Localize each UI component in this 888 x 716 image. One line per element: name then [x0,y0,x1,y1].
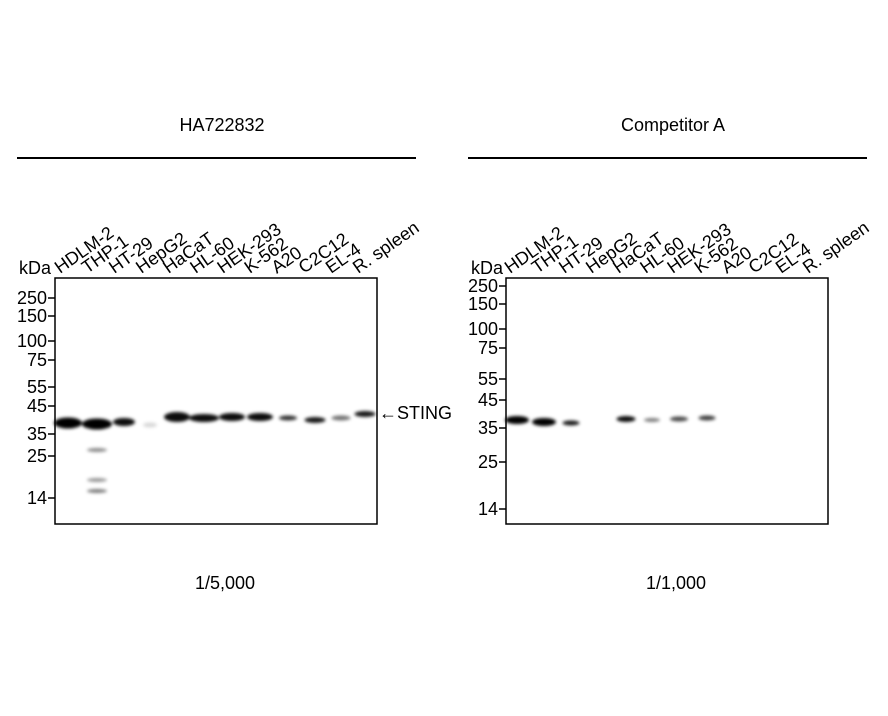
band [616,416,636,422]
band [644,418,660,422]
marker-label: 45 [27,396,47,416]
marker-label: 55 [27,377,47,397]
band [279,415,297,421]
marker-label: 45 [478,390,498,410]
marker-label: 250 [17,288,47,308]
band [82,418,112,430]
band [87,478,107,482]
marker-label: 25 [27,446,47,466]
bands [54,411,376,493]
band [113,418,135,426]
marker-label: 25 [478,452,498,472]
band [247,413,273,421]
band [143,422,157,428]
blot [505,277,829,525]
unit-label: kDa [471,258,504,278]
band [331,415,351,421]
dilution: 1/1,000 [646,573,706,593]
marker-label: 75 [27,350,47,370]
blot [54,277,378,525]
band [562,420,580,426]
panel-title: HA722832 [179,115,264,135]
marker-label: 35 [27,424,47,444]
band [87,489,107,493]
marker-label: 14 [478,499,498,519]
band [189,414,219,422]
band [505,416,529,424]
band [87,448,107,452]
band [219,413,245,421]
unit-label: kDa [19,258,52,278]
band [532,418,556,426]
band [54,417,82,429]
band [698,415,716,421]
marker-label: 75 [478,338,498,358]
dilution: 1/5,000 [195,573,255,593]
band [354,411,376,417]
marker-label: 250 [468,276,498,296]
marker-label: 55 [478,369,498,389]
bands [505,415,716,426]
marker-label: 150 [17,306,47,326]
marker-label: 100 [468,319,498,339]
marker-label: 14 [27,488,47,508]
target-label: ←STING [379,403,452,423]
band [670,416,688,422]
band [304,417,326,423]
marker-label: 35 [478,418,498,438]
marker-label: 100 [17,331,47,351]
panel-title: Competitor A [621,115,725,135]
marker-label: 150 [468,294,498,314]
band [164,412,190,422]
